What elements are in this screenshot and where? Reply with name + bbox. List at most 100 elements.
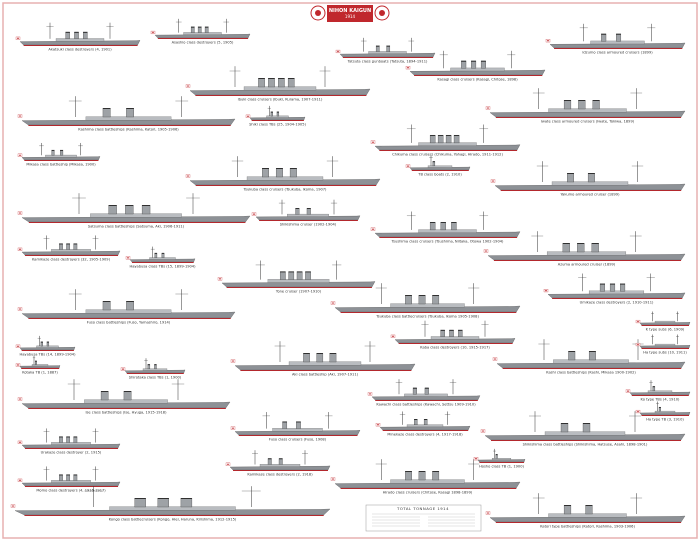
ship: Fuso class cruisers (Fuso, 1908) xyxy=(230,412,361,442)
ship-label: Akatsuki class destroyers (4, 1901) xyxy=(48,48,112,52)
funnel-cap xyxy=(59,243,63,245)
funnel xyxy=(258,78,265,88)
funnel xyxy=(414,419,418,425)
superstructure xyxy=(546,251,627,256)
hull xyxy=(639,322,691,326)
funnel xyxy=(582,423,591,433)
hull xyxy=(496,361,686,369)
hull xyxy=(221,281,376,288)
ships: Akatsuki class destroyers (4, 1901) Asash… xyxy=(10,18,691,529)
funnel-cap xyxy=(60,150,63,151)
ship-label: K type subs (6, 1909) xyxy=(646,328,685,332)
waterline xyxy=(28,408,226,409)
funnel-cap xyxy=(288,78,295,79)
ensign-sun xyxy=(19,398,21,400)
ensign-sun xyxy=(219,278,221,280)
waterline xyxy=(342,57,434,58)
sun-emblem xyxy=(379,10,385,16)
funnel-cap xyxy=(46,341,49,343)
waterline xyxy=(157,38,249,39)
funnel xyxy=(429,221,436,231)
ship: Hirado class cruisers (Chitose, Kasagi 1… xyxy=(330,459,521,495)
ensign-sun xyxy=(332,478,334,480)
funnel-cap xyxy=(424,387,429,389)
hull xyxy=(19,365,61,369)
ship-label: Ko type TBs (4, 1910) xyxy=(641,398,680,402)
waterline xyxy=(238,435,358,436)
funnel-cap xyxy=(430,222,436,223)
ship: Tone cruiser (1907-1910) xyxy=(217,260,376,294)
waterline xyxy=(259,220,358,221)
ship-label: Ise class battleships (Ise, Hyuga, 1915-… xyxy=(86,411,168,415)
ship-label: Idzumo class armoured cruisers (1899) xyxy=(582,51,653,55)
hull xyxy=(21,250,121,256)
funnel-cap xyxy=(282,421,287,423)
waterline xyxy=(21,368,60,369)
funnel xyxy=(440,221,446,231)
funnel xyxy=(204,26,209,33)
waterline xyxy=(340,312,517,313)
ship-label: Tatsuta class gunboats (Tatsuta, 1894-19… xyxy=(347,60,428,64)
funnel-cap xyxy=(306,208,311,209)
title-banner: NIHON KAIGUN 1914 xyxy=(310,5,390,22)
ensign-sun xyxy=(17,37,19,40)
ensign-sun xyxy=(19,154,21,157)
waterline xyxy=(28,318,231,319)
funnel xyxy=(449,329,454,337)
waterline xyxy=(195,95,367,96)
ship: Shikishima cruiser (1902-1904) xyxy=(251,199,361,227)
hull xyxy=(394,338,516,344)
funnel xyxy=(440,329,445,337)
border xyxy=(2,2,698,539)
waterline xyxy=(500,190,682,191)
ensign-sun xyxy=(377,423,379,426)
superstructure xyxy=(55,38,105,42)
ship-label: Kaba class destroyers (10, 1915-1917) xyxy=(420,346,490,350)
funnel-cap xyxy=(296,421,301,423)
waterline xyxy=(641,415,689,416)
hull xyxy=(409,69,546,76)
ship: Mikasa class battleship (Mikasa, 1900) xyxy=(17,142,101,167)
funnel-cap xyxy=(51,150,55,151)
funnel xyxy=(108,205,117,215)
funnel xyxy=(268,78,275,88)
ship-label: Fuso class battleships (Fuso, Yamashiro,… xyxy=(87,321,171,325)
waterline xyxy=(382,430,469,431)
funnel xyxy=(125,205,134,215)
ship-label: Chikuma class cruisers (Chikuma, Yahagi,… xyxy=(392,153,503,157)
hull xyxy=(21,311,236,319)
waterline xyxy=(491,440,681,441)
ship: Minekaze class destroyers (4, 1917-1918) xyxy=(375,411,471,437)
ship-label: Kashima class battleships (Kashima, Kato… xyxy=(78,128,179,132)
funnel xyxy=(278,458,283,465)
ship: Kasagi class cruisers (Kasagi, Chitose, … xyxy=(405,50,546,82)
funnel xyxy=(275,168,283,178)
waterline xyxy=(233,470,328,471)
funnel-cap xyxy=(386,45,390,47)
funnel-cap xyxy=(161,253,165,254)
funnel-cap xyxy=(59,436,63,438)
funnel xyxy=(66,436,71,443)
funnel-cap xyxy=(432,471,439,472)
funnel xyxy=(418,295,426,305)
funnel xyxy=(591,243,599,253)
ensign-sun xyxy=(547,39,549,42)
hull xyxy=(547,292,686,299)
hull xyxy=(374,231,521,238)
ensign-sun xyxy=(627,390,629,392)
superstructure xyxy=(654,320,676,323)
funnel-cap xyxy=(258,78,265,79)
ship-label: Asashio class destroyers (5, 1905) xyxy=(172,41,234,45)
funnel xyxy=(587,173,595,183)
funnel xyxy=(59,474,63,481)
funnel xyxy=(287,78,295,88)
funnel xyxy=(267,458,272,465)
funnel xyxy=(102,301,111,311)
waterline xyxy=(195,185,377,186)
hull xyxy=(249,116,306,121)
funnel-cap xyxy=(588,173,595,174)
funnel xyxy=(279,271,286,280)
funnel xyxy=(305,271,311,280)
funnel xyxy=(599,283,606,292)
ship: Kotaka TB (1, 1887) xyxy=(15,355,61,375)
